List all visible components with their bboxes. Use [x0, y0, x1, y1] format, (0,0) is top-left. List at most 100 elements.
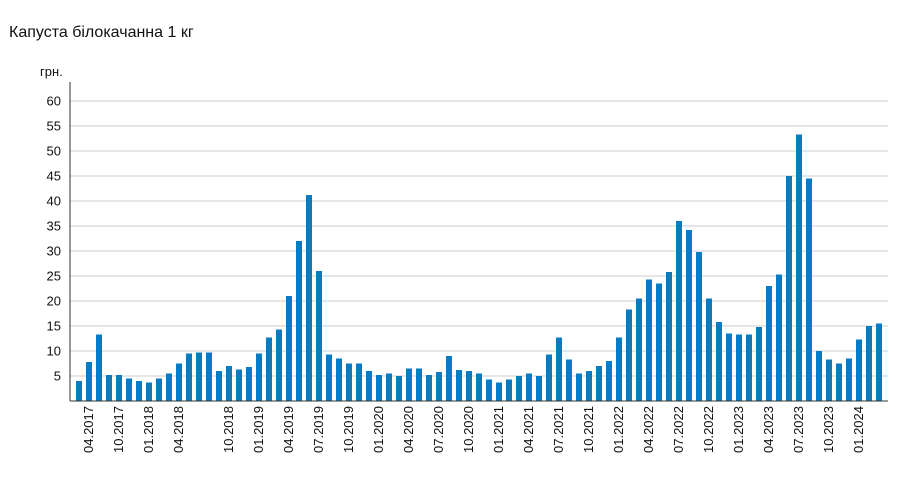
y-axis-ticks: 5 10 15 20 25 30 35 40 45 50 55 60 — [47, 94, 61, 384]
bar — [636, 298, 642, 401]
bar — [426, 375, 432, 401]
bar — [166, 373, 172, 401]
x-axis-ticks: 04.2017 10.2017 01.2018 04.2018 10.2018 01.20… — [81, 406, 866, 453]
x-tick-label: 01.2022 — [611, 406, 626, 453]
y-tick-label: 5 — [54, 369, 61, 384]
bar — [496, 382, 502, 401]
bar — [556, 337, 562, 401]
bar — [856, 339, 862, 401]
bar — [836, 363, 842, 401]
bar — [586, 371, 592, 401]
bar — [576, 373, 582, 401]
x-tick-label: 01.2018 — [141, 406, 156, 453]
y-tick-label: 50 — [47, 144, 61, 159]
bar — [766, 286, 772, 401]
y-tick-label: 40 — [47, 194, 61, 209]
y-tick-label: 35 — [47, 219, 61, 234]
bar — [826, 359, 832, 401]
bar — [736, 334, 742, 401]
bar — [616, 337, 622, 401]
bar — [776, 274, 782, 401]
bar — [336, 358, 342, 401]
y-tick-label: 15 — [47, 319, 61, 334]
bar — [716, 322, 722, 401]
x-tick-label: 01.2024 — [851, 406, 866, 453]
bar — [786, 176, 792, 401]
y-tick-label: 55 — [47, 119, 61, 134]
bar — [706, 298, 712, 401]
bar — [656, 283, 662, 401]
bar — [286, 296, 292, 401]
bar — [666, 272, 672, 401]
bar — [696, 252, 702, 401]
bar — [296, 241, 302, 401]
x-tick-label: 07.2023 — [791, 406, 806, 453]
bar — [106, 375, 112, 401]
bar — [156, 378, 162, 401]
bar — [196, 352, 202, 401]
bar — [676, 221, 682, 401]
bar — [416, 368, 422, 401]
bar — [256, 353, 262, 401]
bar — [546, 354, 552, 401]
bar — [516, 376, 522, 401]
x-tick-label: 10.2022 — [701, 406, 716, 453]
x-tick-label: 04.2017 — [81, 406, 96, 453]
bar — [376, 375, 382, 401]
x-tick-label: 10.2017 — [111, 406, 126, 453]
bar — [486, 379, 492, 401]
bar — [866, 326, 872, 401]
bar — [846, 358, 852, 401]
y-tick-label: 30 — [47, 244, 61, 259]
bar — [596, 366, 602, 401]
bar — [436, 372, 442, 401]
bar — [446, 356, 452, 401]
bar — [126, 378, 132, 401]
y-axis-unit-label: грн. — [40, 64, 63, 79]
bar — [76, 381, 82, 401]
bar — [456, 370, 462, 401]
bar — [646, 279, 652, 401]
bar — [326, 354, 332, 401]
bar — [796, 134, 802, 401]
bar — [396, 376, 402, 401]
x-tick-label: 10.2020 — [461, 406, 476, 453]
bar — [206, 352, 212, 401]
chart-title: Капуста білокачанна 1 кг — [9, 24, 194, 41]
bar — [146, 382, 152, 401]
bar — [226, 366, 232, 401]
y-tick-label: 20 — [47, 294, 61, 309]
grid-lines — [70, 100, 888, 377]
bar — [96, 334, 102, 401]
bar — [756, 327, 762, 401]
x-tick-label: 10.2018 — [221, 406, 236, 453]
x-tick-label: 07.2022 — [671, 406, 686, 453]
bar — [116, 375, 122, 401]
x-tick-label: 07.2019 — [311, 406, 326, 453]
bar — [466, 371, 472, 401]
bar — [876, 323, 882, 401]
bar — [386, 373, 392, 401]
bar — [86, 362, 92, 401]
bar — [606, 361, 612, 401]
bar — [686, 230, 692, 401]
bar — [246, 367, 252, 401]
bar — [626, 309, 632, 401]
bar — [366, 371, 372, 401]
bars — [76, 134, 882, 401]
bar — [356, 363, 362, 401]
y-tick-label: 45 — [47, 169, 61, 184]
x-tick-label: 07.2020 — [431, 406, 446, 453]
x-tick-label: 04.2019 — [281, 406, 296, 453]
x-tick-label: 04.2021 — [521, 406, 536, 453]
x-tick-label: 07.2021 — [551, 406, 566, 453]
y-tick-label: 10 — [47, 344, 61, 359]
x-tick-label: 10.2021 — [581, 406, 596, 453]
x-tick-label: 01.2023 — [731, 406, 746, 453]
bar — [266, 337, 272, 401]
bar — [176, 363, 182, 401]
bar — [406, 368, 412, 401]
x-tick-label: 04.2022 — [641, 406, 656, 453]
bar — [526, 373, 532, 401]
bar — [536, 376, 542, 401]
